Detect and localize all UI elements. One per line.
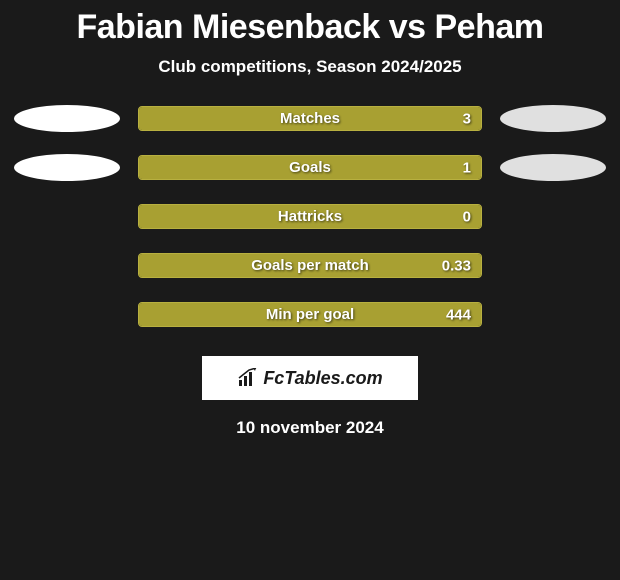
stat-bar-min-per-goal: Min per goal 444 bbox=[138, 302, 482, 327]
stat-rows: Matches 3 Goals 1 Hattricks 0 bbox=[0, 105, 620, 328]
stat-row: Matches 3 bbox=[0, 105, 620, 132]
logo-text: FcTables.com bbox=[263, 368, 382, 389]
subtitle: Club competitions, Season 2024/2025 bbox=[0, 57, 620, 77]
stat-label: Hattricks bbox=[278, 208, 342, 225]
stat-value: 1 bbox=[463, 159, 471, 176]
stat-value: 3 bbox=[463, 110, 471, 127]
stat-row: Goals 1 bbox=[0, 154, 620, 181]
stat-bar-hattricks: Hattricks 0 bbox=[138, 204, 482, 229]
stat-row: Hattricks 0 bbox=[0, 203, 620, 230]
stat-bar-goals: Goals 1 bbox=[138, 155, 482, 180]
stat-value: 0 bbox=[463, 208, 471, 225]
stat-row: Goals per match 0.33 bbox=[0, 252, 620, 279]
stat-row: Min per goal 444 bbox=[0, 301, 620, 328]
stat-bar-goals-per-match: Goals per match 0.33 bbox=[138, 253, 482, 278]
stat-value: 444 bbox=[446, 306, 471, 323]
stat-value: 0.33 bbox=[442, 257, 471, 274]
stat-label: Matches bbox=[280, 110, 340, 127]
stat-label: Goals bbox=[289, 159, 331, 176]
chart-icon bbox=[237, 368, 259, 388]
player2-marker bbox=[500, 154, 606, 181]
stat-label: Min per goal bbox=[266, 306, 354, 323]
fctables-logo: FcTables.com bbox=[202, 356, 418, 400]
page-title: Fabian Miesenback vs Peham bbox=[0, 8, 620, 47]
stat-label: Goals per match bbox=[251, 257, 369, 274]
player2-marker bbox=[500, 105, 606, 132]
player1-marker bbox=[14, 105, 120, 132]
comparison-infographic: Fabian Miesenback vs Peham Club competit… bbox=[0, 0, 620, 438]
player1-marker bbox=[14, 154, 120, 181]
stat-bar-matches: Matches 3 bbox=[138, 106, 482, 131]
date: 10 november 2024 bbox=[0, 418, 620, 438]
